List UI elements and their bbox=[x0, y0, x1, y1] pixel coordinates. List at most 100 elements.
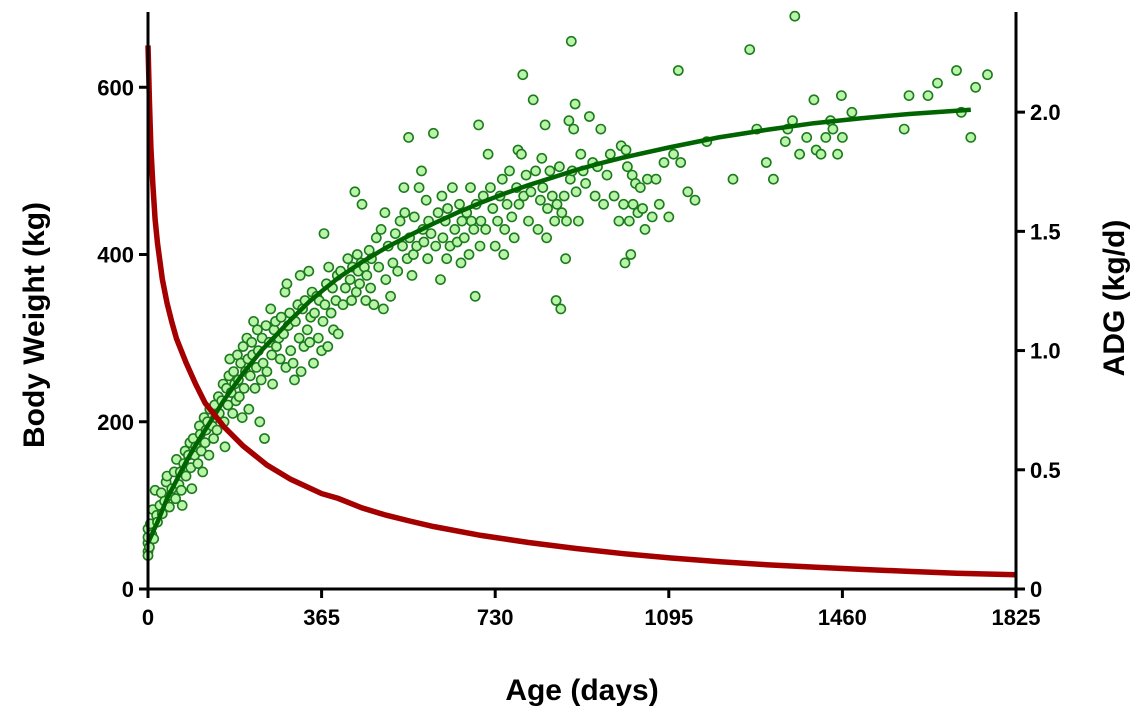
scatter-point bbox=[473, 119, 484, 131]
scatter-point bbox=[275, 311, 287, 323]
scatter-point bbox=[349, 186, 361, 198]
scatter-point bbox=[303, 265, 315, 277]
scatter-point bbox=[175, 484, 187, 496]
scatter-point bbox=[619, 257, 631, 269]
x-tick-label: 0 bbox=[142, 605, 154, 630]
scatter-point bbox=[261, 366, 273, 377]
scatter-point bbox=[982, 69, 993, 81]
scatter-point bbox=[373, 261, 385, 273]
scatter-point bbox=[236, 412, 248, 423]
body-weight-curve bbox=[145, 107, 971, 544]
scatter-point bbox=[565, 35, 577, 47]
scatter-point bbox=[192, 458, 204, 469]
y-right-tick-label: 2.0 bbox=[1030, 100, 1061, 125]
scatter-point bbox=[398, 182, 410, 193]
scatter-point bbox=[176, 499, 188, 511]
adg-curve bbox=[145, 45, 1017, 578]
scatter-point bbox=[344, 274, 356, 285]
scatter-point bbox=[650, 173, 662, 185]
scatter-point bbox=[227, 407, 239, 419]
scatter-point bbox=[779, 136, 791, 147]
scatter-point bbox=[808, 94, 820, 106]
scatter-point bbox=[323, 261, 335, 273]
scatter-point bbox=[365, 282, 376, 294]
scatter-point bbox=[430, 240, 442, 252]
scatter-point bbox=[837, 131, 848, 143]
scatter-point bbox=[425, 228, 437, 239]
scatter-point bbox=[682, 186, 694, 198]
scatter-point bbox=[595, 123, 607, 135]
scatter-point bbox=[556, 207, 568, 219]
scatter-point bbox=[312, 332, 324, 344]
scatter-point bbox=[489, 240, 501, 252]
scatter-point bbox=[244, 370, 256, 382]
scatter-point bbox=[243, 403, 255, 415]
scatter-point bbox=[653, 198, 665, 210]
scatter-point bbox=[265, 303, 277, 315]
scatter-point bbox=[266, 349, 278, 361]
scatter-point bbox=[541, 232, 552, 244]
scatter-point bbox=[575, 148, 587, 160]
series-layer bbox=[142, 10, 1017, 578]
scatter-point bbox=[508, 232, 520, 244]
scatter-point bbox=[569, 98, 581, 110]
scatter-point bbox=[375, 223, 387, 235]
y-right-tick-label: 0.5 bbox=[1030, 458, 1061, 483]
scatter-point bbox=[760, 157, 772, 168]
scatter-point bbox=[815, 148, 827, 160]
scatter-point bbox=[625, 249, 637, 260]
scatter-point bbox=[319, 299, 331, 311]
scatter-point bbox=[228, 366, 239, 377]
scatter-point bbox=[836, 90, 847, 101]
scatter-point bbox=[492, 215, 503, 227]
scatter-point bbox=[480, 223, 492, 235]
y-right-tick-label: 1.5 bbox=[1030, 219, 1061, 244]
y-left-tick-label: 400 bbox=[97, 243, 134, 268]
scatter-point bbox=[354, 278, 365, 290]
scatter-point bbox=[416, 165, 427, 177]
scatter-point bbox=[468, 223, 480, 235]
scatter-point bbox=[560, 253, 571, 265]
scatter-point bbox=[356, 198, 368, 210]
scatter-point bbox=[219, 441, 231, 453]
scatter-point bbox=[274, 353, 286, 365]
scatter-point bbox=[186, 483, 198, 495]
scatter-point bbox=[238, 382, 250, 394]
scatter-point bbox=[403, 131, 414, 143]
scatter-point bbox=[506, 211, 518, 223]
scatter-point bbox=[304, 336, 316, 348]
scatter-point bbox=[301, 324, 313, 336]
scatter-point bbox=[549, 215, 561, 227]
scatter-point bbox=[846, 106, 858, 118]
scatter-point bbox=[951, 65, 962, 76]
scatter-point bbox=[537, 182, 549, 193]
scatter-point bbox=[442, 203, 453, 214]
scatter-point bbox=[794, 148, 805, 160]
x-tick-label: 1095 bbox=[644, 605, 693, 630]
scatter-point bbox=[267, 378, 278, 390]
scatter-point bbox=[437, 232, 449, 244]
scatter-point bbox=[449, 223, 461, 235]
scatter-point bbox=[342, 253, 354, 265]
scatter-point bbox=[446, 182, 458, 193]
y-left-tick-label: 0 bbox=[122, 577, 134, 602]
scatter-point bbox=[622, 161, 633, 173]
scatter-point bbox=[532, 223, 544, 235]
scatter-point bbox=[432, 207, 444, 219]
scatter-point bbox=[422, 253, 434, 265]
scatter-point bbox=[539, 119, 551, 131]
x-tick-label: 365 bbox=[303, 605, 340, 630]
scatter-point bbox=[516, 148, 527, 160]
scatter-point bbox=[501, 198, 513, 210]
scatter-point bbox=[339, 282, 351, 294]
scatter-point bbox=[827, 123, 839, 135]
scatter-point bbox=[530, 165, 541, 177]
scatter-point bbox=[898, 123, 910, 135]
scatter-point bbox=[570, 186, 582, 198]
scatter-point bbox=[436, 190, 448, 202]
y-left-axis-title: Body Weight (kg) bbox=[18, 202, 51, 448]
scatter-point bbox=[259, 433, 270, 444]
scatter-point bbox=[555, 303, 567, 315]
scatter-point bbox=[546, 190, 558, 202]
scatter-point bbox=[199, 437, 211, 449]
